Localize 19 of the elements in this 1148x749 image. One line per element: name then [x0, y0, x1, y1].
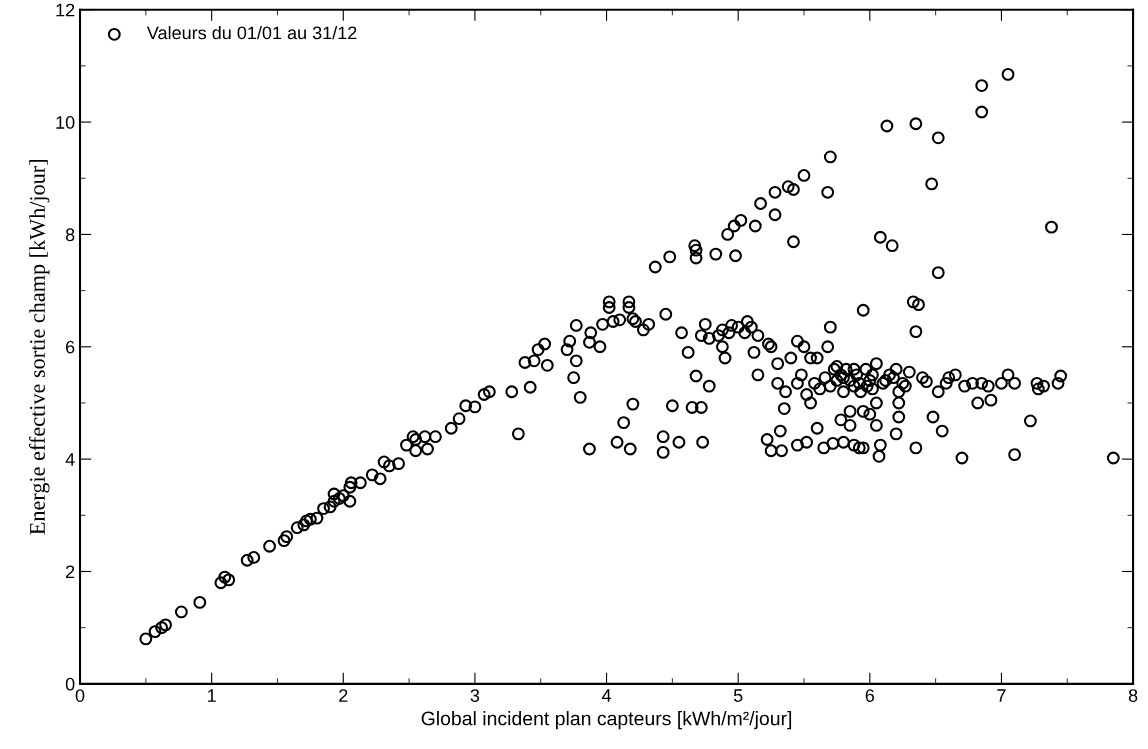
- x-tick-label: 2: [339, 689, 348, 702]
- x-tick-label: 7: [997, 689, 1006, 702]
- y-tick-label: 12: [56, 3, 75, 17]
- x-tick-label: 8: [1128, 689, 1138, 702]
- x-tick-label: 4: [601, 689, 612, 702]
- x-tick-label: 6: [865, 689, 875, 702]
- y-tick-label: 8: [65, 228, 75, 242]
- x-tick-label: 1: [208, 689, 216, 702]
- y-tick-label: 6: [66, 340, 75, 354]
- y-tick-label: 4: [65, 453, 75, 466]
- y-tick-label: 2: [66, 565, 75, 579]
- y-tick-label: 0: [65, 677, 75, 691]
- x-tick-label: 3: [470, 689, 480, 702]
- x-tick-label: 5: [733, 689, 743, 702]
- y-tick-label: 10: [56, 116, 75, 129]
- x-tick-label: 0: [75, 689, 85, 702]
- legend-label: Valeurs du 01/01 au 31/12: [146, 25, 357, 40]
- x-axis-title: Global incident plan capteurs [kWh/m²/jour]: [421, 711, 792, 730]
- y-axis-title: Energie effective sortie champ [kWh/jour]: [29, 160, 50, 535]
